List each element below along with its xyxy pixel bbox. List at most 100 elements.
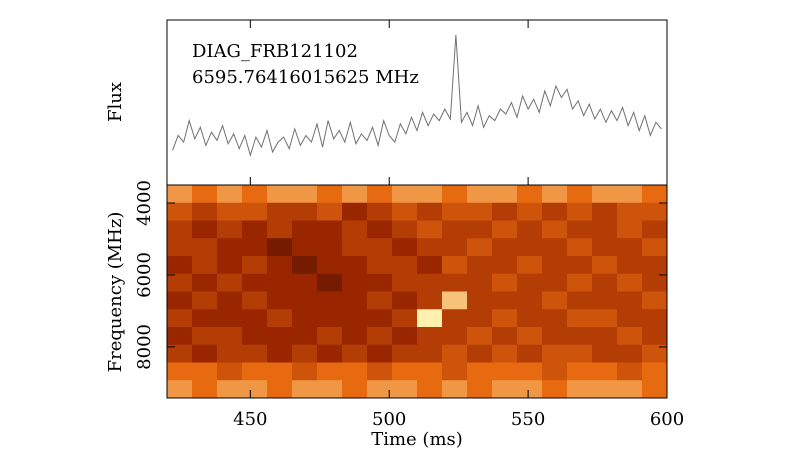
heatmap-cell bbox=[292, 202, 318, 221]
heatmap-cell bbox=[367, 309, 393, 328]
heatmap-cell bbox=[392, 238, 418, 257]
heatmap-cell bbox=[542, 256, 568, 275]
heatmap-cell bbox=[542, 202, 568, 221]
heatmap-cell bbox=[642, 291, 668, 310]
heatmap-cell bbox=[542, 291, 568, 310]
heatmap-cell bbox=[192, 309, 218, 328]
heatmap-cell bbox=[542, 220, 568, 239]
heatmap-cell bbox=[367, 238, 393, 257]
heatmap-cell bbox=[317, 309, 343, 328]
y-tick-label: 8000 bbox=[134, 324, 155, 370]
heatmap-cell bbox=[542, 185, 568, 204]
heatmap-cell bbox=[392, 256, 418, 275]
heatmap-cell bbox=[167, 220, 193, 239]
heatmap-cell bbox=[267, 220, 293, 239]
heatmap-cell bbox=[417, 185, 443, 204]
heatmap-cell bbox=[367, 202, 393, 221]
heatmap-cell bbox=[242, 185, 268, 204]
heatmap-cell bbox=[217, 344, 243, 363]
heatmap-cell bbox=[467, 202, 493, 221]
heatmap-cell bbox=[167, 185, 193, 204]
heatmap-cell bbox=[167, 238, 193, 257]
heatmap-cell bbox=[367, 344, 393, 363]
heatmap-cell bbox=[517, 327, 543, 346]
heatmap-cell bbox=[317, 380, 343, 399]
heatmap-cell bbox=[617, 309, 643, 328]
x-tick-label: 600 bbox=[650, 409, 684, 430]
heatmap-cell bbox=[267, 185, 293, 204]
heatmap-cell bbox=[417, 202, 443, 221]
heatmap-cell bbox=[517, 256, 543, 275]
heatmap-cell bbox=[592, 256, 618, 275]
heatmap-cell bbox=[517, 185, 543, 204]
heatmap-cell bbox=[567, 309, 593, 328]
heatmap-cell bbox=[392, 380, 418, 399]
heatmap-cell bbox=[167, 256, 193, 275]
heatmap-cell bbox=[417, 238, 443, 257]
y-axis-label: Flux bbox=[105, 82, 126, 122]
heatmap-cell bbox=[592, 327, 618, 346]
heatmap-cell bbox=[217, 256, 243, 275]
heatmap-cell bbox=[342, 238, 368, 257]
heatmap-cell bbox=[442, 344, 468, 363]
heatmap-cell bbox=[267, 291, 293, 310]
heatmap-cell bbox=[192, 220, 218, 239]
heatmap-cell bbox=[292, 273, 318, 292]
heatmap-cell bbox=[267, 256, 293, 275]
heatmap-cell bbox=[242, 291, 268, 310]
heatmap-cell bbox=[592, 291, 618, 310]
heatmap-cell bbox=[517, 202, 543, 221]
heatmap-cell bbox=[167, 202, 193, 221]
heatmap-cell bbox=[442, 202, 468, 221]
heatmap-cell bbox=[467, 362, 493, 381]
heatmap-cell bbox=[342, 344, 368, 363]
panel-frame bbox=[166, 184, 668, 399]
heatmap-cell bbox=[267, 202, 293, 221]
heatmap-cell bbox=[642, 185, 668, 204]
heatmap-cell bbox=[167, 273, 193, 292]
heatmap-cell bbox=[592, 273, 618, 292]
heatmap-cell bbox=[192, 327, 218, 346]
heatmap-cell bbox=[192, 362, 218, 381]
heatmap-cell bbox=[342, 291, 368, 310]
y-axis-label: Frequency (MHz) bbox=[105, 212, 126, 373]
heatmap-cell bbox=[417, 273, 443, 292]
heatmap-cell bbox=[467, 344, 493, 363]
heatmap-cell bbox=[342, 362, 368, 381]
heatmap-cell bbox=[492, 327, 518, 346]
heatmap-cell bbox=[217, 202, 243, 221]
heatmap-cell bbox=[192, 238, 218, 257]
heatmap-cell bbox=[617, 362, 643, 381]
heatmap-cell bbox=[492, 362, 518, 381]
heatmap-cell bbox=[617, 273, 643, 292]
heatmap-cell bbox=[242, 309, 268, 328]
heatmap-cell bbox=[442, 362, 468, 381]
heatmap-cell bbox=[642, 220, 668, 239]
heatmap-cell bbox=[442, 291, 468, 310]
heatmap-cell bbox=[417, 309, 443, 328]
heatmap-cell bbox=[392, 185, 418, 204]
heatmap-cell bbox=[442, 309, 468, 328]
heatmap-cell bbox=[492, 220, 518, 239]
heatmap-cell bbox=[192, 380, 218, 399]
heatmap-cell bbox=[467, 291, 493, 310]
heatmap-cell bbox=[217, 309, 243, 328]
heatmap-cell bbox=[367, 273, 393, 292]
heatmap-cell bbox=[217, 273, 243, 292]
heatmap-cell bbox=[642, 309, 668, 328]
heatmap-cell bbox=[392, 327, 418, 346]
heatmap-cell bbox=[567, 256, 593, 275]
heatmap-cell bbox=[567, 291, 593, 310]
heatmap-cell bbox=[342, 327, 368, 346]
heatmap-cell bbox=[342, 309, 368, 328]
heatmap-cell bbox=[292, 380, 318, 399]
heatmap-cell bbox=[217, 291, 243, 310]
heatmap-cell bbox=[317, 344, 343, 363]
x-tick-label: 550 bbox=[511, 409, 545, 430]
heatmap-cell bbox=[542, 309, 568, 328]
heatmap-cell bbox=[267, 344, 293, 363]
annotation: 6595.76416015625 MHz bbox=[192, 67, 419, 88]
heatmap-cell bbox=[167, 380, 193, 399]
heatmap-cell bbox=[367, 380, 393, 399]
heatmap-cell bbox=[567, 220, 593, 239]
